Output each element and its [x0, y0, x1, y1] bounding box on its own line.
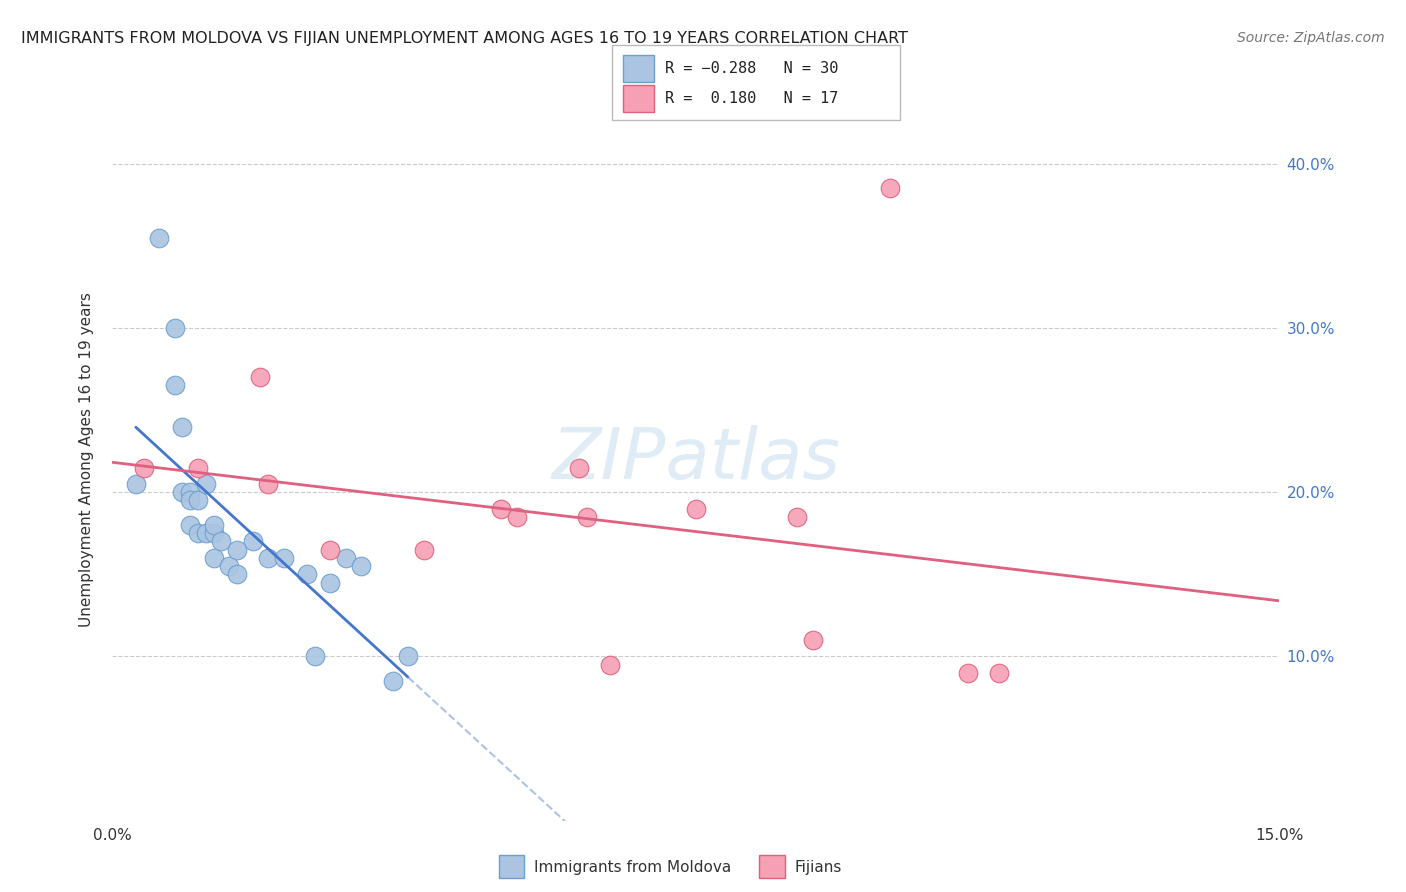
Point	[125, 477, 148, 491]
Point	[319, 575, 342, 590]
Point	[506, 509, 529, 524]
Point	[957, 665, 980, 680]
Point	[257, 477, 280, 491]
Point	[249, 370, 271, 384]
Point	[381, 674, 404, 689]
Text: Source: ZipAtlas.com: Source: ZipAtlas.com	[1237, 31, 1385, 45]
Point	[194, 477, 217, 491]
Point	[412, 542, 434, 557]
Point	[194, 526, 217, 541]
Point	[879, 181, 901, 195]
Point	[685, 501, 707, 516]
Point	[273, 550, 295, 565]
Point	[786, 509, 808, 524]
Point	[491, 501, 513, 516]
Point	[319, 542, 342, 557]
Point	[179, 493, 201, 508]
Point	[148, 230, 170, 244]
Point	[132, 460, 155, 475]
Point	[179, 518, 201, 533]
Point	[599, 657, 621, 672]
Point	[187, 460, 209, 475]
Point	[172, 419, 194, 434]
Point	[163, 378, 186, 392]
Point	[988, 665, 1011, 680]
Point	[304, 649, 326, 664]
Point	[801, 633, 824, 648]
Text: IMMIGRANTS FROM MOLDOVA VS FIJIAN UNEMPLOYMENT AMONG AGES 16 TO 19 YEARS CORRELA: IMMIGRANTS FROM MOLDOVA VS FIJIAN UNEMPL…	[21, 31, 908, 46]
Text: ZIPatlas: ZIPatlas	[551, 425, 841, 494]
Point	[202, 518, 225, 533]
Point	[295, 567, 318, 582]
Point	[335, 550, 357, 565]
Point	[242, 534, 264, 549]
Point	[172, 485, 194, 500]
Point	[576, 509, 599, 524]
Point	[568, 460, 591, 475]
Text: R = −0.288   N = 30: R = −0.288 N = 30	[665, 62, 838, 76]
Y-axis label: Unemployment Among Ages 16 to 19 years: Unemployment Among Ages 16 to 19 years	[79, 292, 94, 627]
Text: Immigrants from Moldova: Immigrants from Moldova	[534, 860, 731, 874]
Point	[226, 567, 249, 582]
Point	[202, 550, 225, 565]
Point	[396, 649, 419, 664]
Point	[257, 550, 280, 565]
Point	[350, 559, 373, 574]
Point	[179, 485, 201, 500]
Point	[187, 493, 209, 508]
Point	[163, 321, 186, 335]
Point	[209, 534, 232, 549]
Point	[218, 559, 240, 574]
Point	[187, 526, 209, 541]
Point	[202, 526, 225, 541]
Text: R =  0.180   N = 17: R = 0.180 N = 17	[665, 91, 838, 105]
Point	[226, 542, 249, 557]
Text: Fijians: Fijians	[794, 860, 842, 874]
